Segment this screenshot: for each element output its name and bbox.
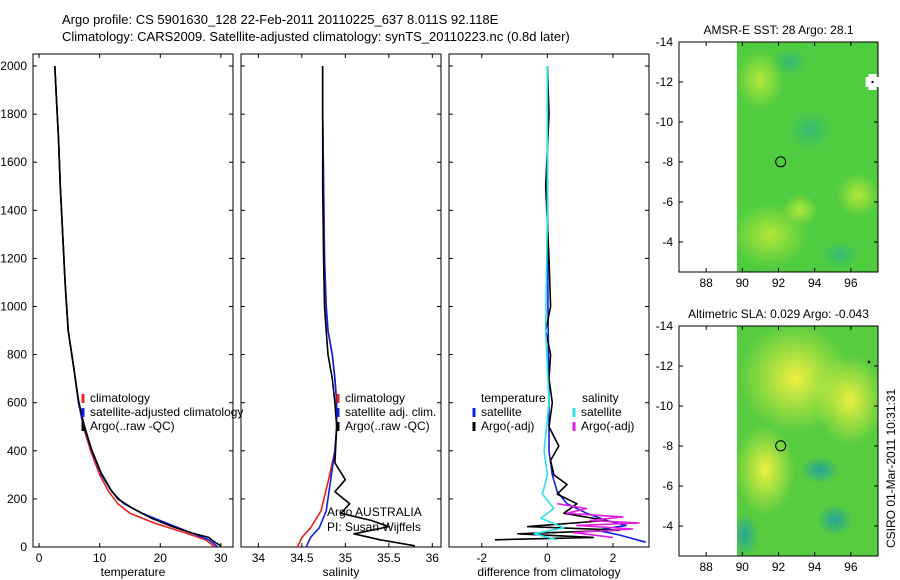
x-tick-label: 20 xyxy=(154,551,168,565)
argo-position-marker xyxy=(775,440,787,452)
x-tick-label: 94 xyxy=(808,276,822,290)
y-tick-label: 600 xyxy=(7,396,27,410)
legend-label: Argo(-adj) xyxy=(481,419,534,433)
y-tick-label: -12 xyxy=(656,75,674,89)
y-tick-label: 1200 xyxy=(0,251,27,265)
legend-label: climatology xyxy=(90,391,150,405)
legend-label: satellite-adjusted climatology xyxy=(90,405,243,419)
x-tick-label: 92 xyxy=(772,560,786,574)
x-tick-label: 96 xyxy=(844,560,858,574)
x-tick-label: 30 xyxy=(214,551,228,565)
x-tick-label: 96 xyxy=(844,276,858,290)
plot-frame-2 xyxy=(448,53,650,548)
x-tick-label: 90 xyxy=(736,276,750,290)
y-tick-label: 1400 xyxy=(0,203,27,217)
y-tick-label: -6 xyxy=(662,195,673,209)
y-tick-label: -10 xyxy=(656,115,674,129)
annotation-text: Argo AUSTRALIA xyxy=(327,505,422,519)
y-tick-label: -8 xyxy=(662,439,673,453)
map-title: AMSR-E SST: 28 Argo: 28.1 xyxy=(703,23,853,37)
x-tick-label: 34 xyxy=(252,551,266,565)
map-title: Altimetric SLA: 0.029 Argo: -0.043 xyxy=(688,307,869,321)
y-tick-label: -6 xyxy=(662,479,673,493)
x-tick-label: 92 xyxy=(772,276,786,290)
x-tick-label: 10 xyxy=(93,551,107,565)
series-line-2-3 xyxy=(557,502,641,539)
plot-frame-0 xyxy=(32,53,234,548)
x-tick-label: 88 xyxy=(699,276,713,290)
sla-field xyxy=(737,326,878,556)
y-tick-label: 2000 xyxy=(0,59,27,73)
x-axis-label: difference from climatology xyxy=(477,565,620,579)
y-tick-label: 1800 xyxy=(0,107,27,121)
legend-group-label: temperature xyxy=(481,391,546,405)
x-tick-label: -2 xyxy=(476,551,487,565)
series-line-0-1 xyxy=(54,65,219,548)
legend-label: Argo(..raw -QC) xyxy=(90,419,175,433)
y-tick-label: -4 xyxy=(662,519,673,533)
y-tick-label: 0 xyxy=(20,540,27,554)
y-tick-label: 200 xyxy=(7,492,27,506)
series-line-2-0 xyxy=(546,66,646,543)
x-axis-label: temperature xyxy=(101,565,166,579)
legend-label: climatology xyxy=(345,391,405,405)
plot-frame-1 xyxy=(240,53,442,548)
chart-axes: 0 10 20 30020040060080010001200140016001800… xyxy=(0,23,880,579)
series-line-2-1 xyxy=(494,65,621,541)
y-tick-label: -4 xyxy=(662,235,673,249)
x-tick-label: 90 xyxy=(736,560,750,574)
x-tick-label: 35 xyxy=(339,551,353,565)
legend-label: Argo(-adj) xyxy=(581,419,634,433)
x-axis-label: salinity xyxy=(323,565,360,579)
missing-data-dot xyxy=(871,80,874,84)
y-tick-label: -8 xyxy=(662,155,673,169)
y-tick-label: -14 xyxy=(656,35,674,49)
x-tick-label: 94 xyxy=(808,560,822,574)
y-tick-label: 1600 xyxy=(0,155,27,169)
figure-title-line-1: Argo profile: CS 5901630_128 22-Feb-2011… xyxy=(62,12,499,27)
legend-label: Argo(..raw -QC) xyxy=(345,419,430,433)
map-dot xyxy=(867,360,871,364)
x-tick-label: 36 xyxy=(426,551,440,565)
x-tick-label: 2 xyxy=(610,551,617,565)
legend-label: satellite xyxy=(481,405,522,419)
legend-group-label: salinity xyxy=(582,391,619,405)
series-line-2-2 xyxy=(533,66,565,541)
x-tick-label: 35.5 xyxy=(377,551,401,565)
y-tick-label: 400 xyxy=(7,444,27,458)
series-line-0-2 xyxy=(54,65,222,547)
y-tick-label: 1000 xyxy=(0,300,27,314)
legend-label: satellite adj. clim. xyxy=(345,405,436,419)
series-line-1-1 xyxy=(305,66,338,548)
x-tick-label: 0 xyxy=(544,551,551,565)
x-tick-label: 34.5 xyxy=(290,551,314,565)
figure-title-line-2: Climatology: CARS2009. Satellite-adjuste… xyxy=(62,29,570,44)
argo-position-marker xyxy=(775,156,787,168)
y-tick-label: -14 xyxy=(656,319,674,333)
annotation-text: PI: Susan Wijffels xyxy=(327,520,421,534)
x-tick-label: 0 xyxy=(36,551,43,565)
y-tick-label: -12 xyxy=(656,359,674,373)
sst-field xyxy=(737,42,878,272)
series-line-1-2 xyxy=(321,66,416,547)
legend-label: satellite xyxy=(581,405,622,419)
y-tick-label: 800 xyxy=(7,348,27,362)
x-tick-label: 88 xyxy=(699,560,713,574)
y-tick-label: -10 xyxy=(656,399,674,413)
series-line-0-0 xyxy=(54,65,216,548)
